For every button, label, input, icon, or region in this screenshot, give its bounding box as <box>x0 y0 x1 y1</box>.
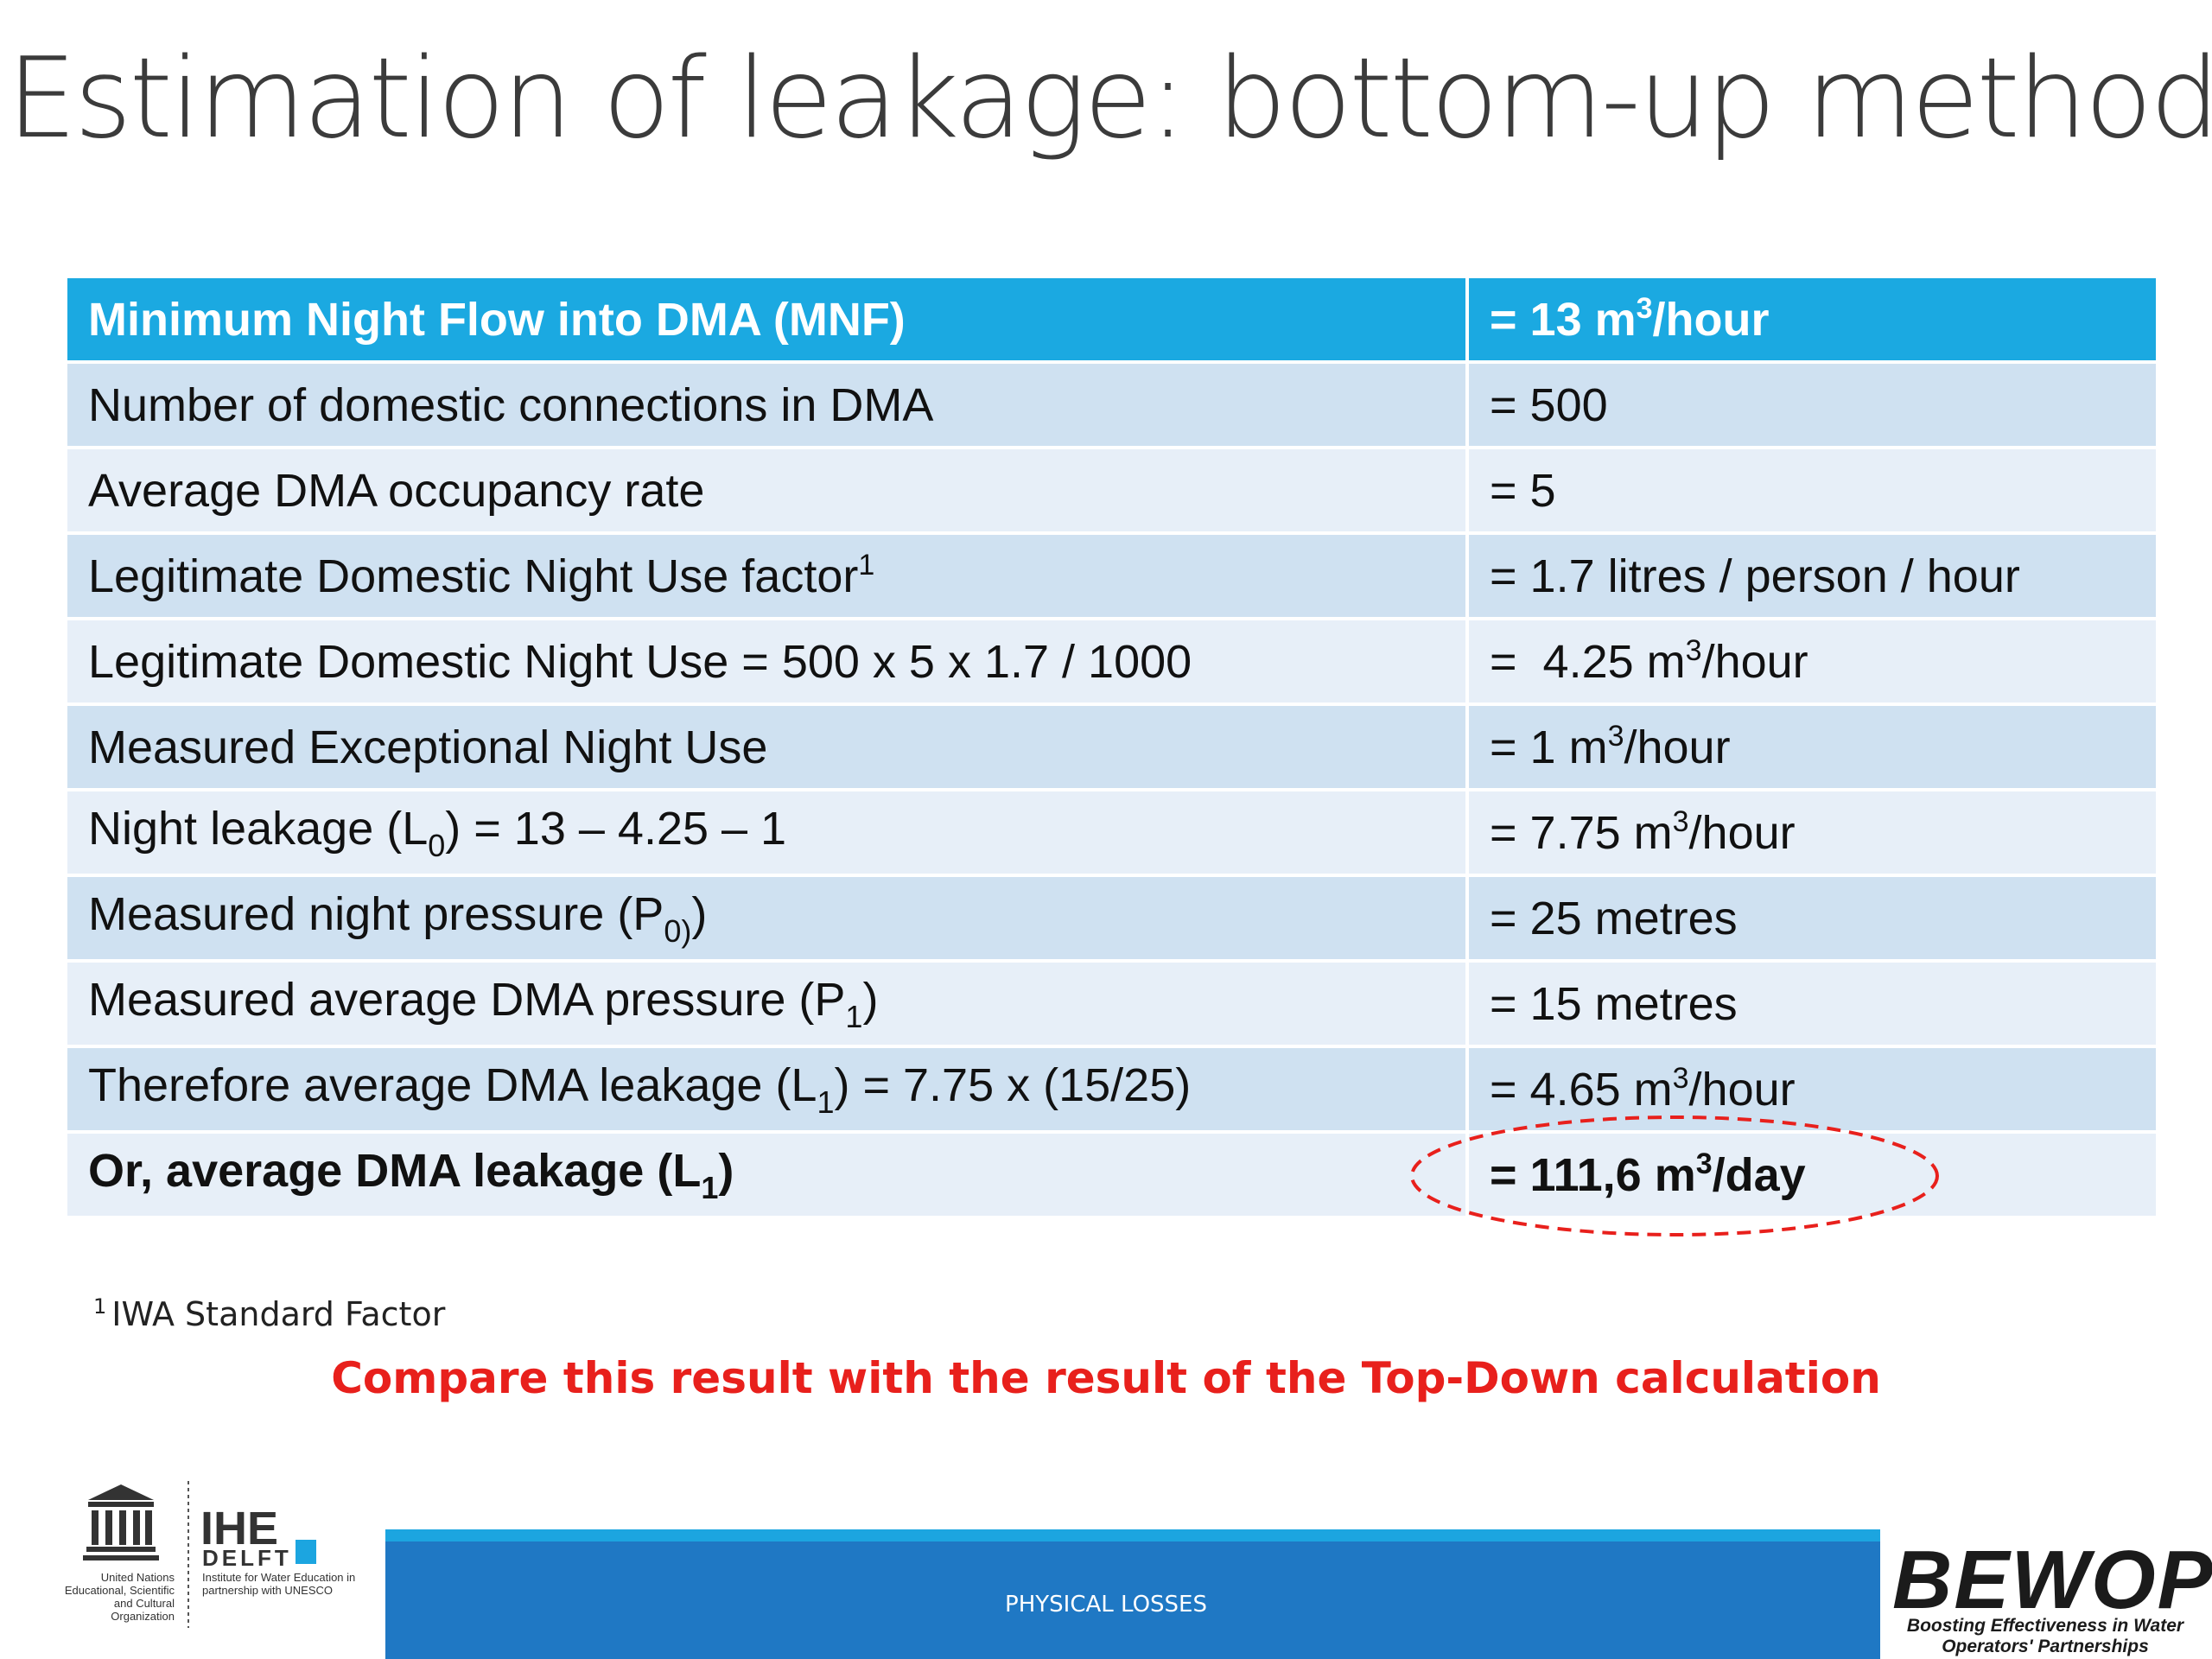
row-label: Legitimate Domestic Night Use factor1 <box>67 535 1469 617</box>
table-row-night-pressure: Measured night pressure (P0)) = 25 metre… <box>67 877 2156 959</box>
row-value: = 4.65 m3/hour <box>1469 1048 2156 1130</box>
row-label: Measured night pressure (P0)) <box>67 877 1469 959</box>
row-label: Average DMA occupancy rate <box>67 449 1469 531</box>
table-row-night-leakage: Night leakage (L0) = 13 – 4.25 – 1 = 7.7… <box>67 791 2156 874</box>
row-value: = 13 m3/hour <box>1469 278 2156 360</box>
ihe-logo-subtext: DELFT <box>202 1545 292 1571</box>
ihe-caption: Institute for Water Education in partner… <box>202 1571 356 1597</box>
row-label: Therefore average DMA leakage (L1) = 7.7… <box>67 1048 1469 1130</box>
ihe-logo-square <box>296 1540 316 1564</box>
table-row-exceptional-use: Measured Exceptional Night Use = 1 m3/ho… <box>67 706 2156 788</box>
row-label: Number of domestic connections in DMA <box>67 364 1469 446</box>
row-value: = 7.75 m3/hour <box>1469 791 2156 874</box>
bewop-wordmark: BEWOP <box>1892 1534 2212 1626</box>
leakage-table: Minimum Night Flow into DMA (MNF) = 13 m… <box>67 275 2156 1236</box>
row-label: Measured Exceptional Night Use <box>67 706 1469 788</box>
highlighted-result: = 111,6 m3/day <box>1410 1116 1939 1236</box>
row-label: Night leakage (L0) = 13 – 4.25 – 1 <box>67 791 1469 874</box>
row-label: Legitimate Domestic Night Use = 500 x 5 … <box>67 620 1469 702</box>
row-value: = 111,6 m3/day <box>1410 1116 2156 1236</box>
ihe-logo-text: IHE <box>200 1503 279 1554</box>
footer-label: PHYSICAL LOSSES <box>1005 1592 1207 1618</box>
compare-note: Compare this result with the result of t… <box>331 1353 1881 1403</box>
bewop-logo: BEWOP Boosting Effectiveness in Water Op… <box>1880 1529 2212 1659</box>
row-value: = 500 <box>1469 364 2156 446</box>
table-row-occupancy: Average DMA occupancy rate = 5 <box>67 449 2156 531</box>
row-value: = 4.25 m3/hour <box>1469 620 2156 702</box>
footnote: 1 IWA Standard Factor <box>93 1294 446 1333</box>
table-row-average-pressure: Measured average DMA pressure (P1) = 15 … <box>67 963 2156 1045</box>
table-row-average-leakage: Therefore average DMA leakage (L1) = 7.7… <box>67 1048 2156 1130</box>
unesco-logo <box>83 1481 189 1628</box>
row-value: = 5 <box>1469 449 2156 531</box>
row-label: Or, average DMA leakage (L1) <box>67 1134 1469 1216</box>
table-row-connections: Number of domestic connections in DMA = … <box>67 364 2156 446</box>
slide-title: Estimation of leakage: bottom-up method <box>7 35 2212 163</box>
row-value: = 25 metres <box>1469 877 2156 959</box>
row-value: = 1 m3/hour <box>1469 706 2156 788</box>
row-value: = 1.7 litres / person / hour <box>1469 535 2156 617</box>
row-value: = 15 metres <box>1469 963 2156 1045</box>
table-row-mnf: Minimum Night Flow into DMA (MNF) = 13 m… <box>67 278 2156 360</box>
row-label: Measured average DMA pressure (P1) <box>67 963 1469 1045</box>
table-row-night-use-factor: Legitimate Domestic Night Use factor1 = … <box>67 535 2156 617</box>
bewop-tagline: Boosting Effectiveness in Water Operator… <box>1906 1616 2184 1656</box>
unesco-caption: United Nations Educational, Scientific a… <box>64 1571 175 1623</box>
table-row-night-use: Legitimate Domestic Night Use = 500 x 5 … <box>67 620 2156 702</box>
table-row-daily-leakage: Or, average DMA leakage (L1) = 111,6 m3/… <box>67 1116 2156 1236</box>
row-label: Minimum Night Flow into DMA (MNF) <box>67 278 1469 360</box>
